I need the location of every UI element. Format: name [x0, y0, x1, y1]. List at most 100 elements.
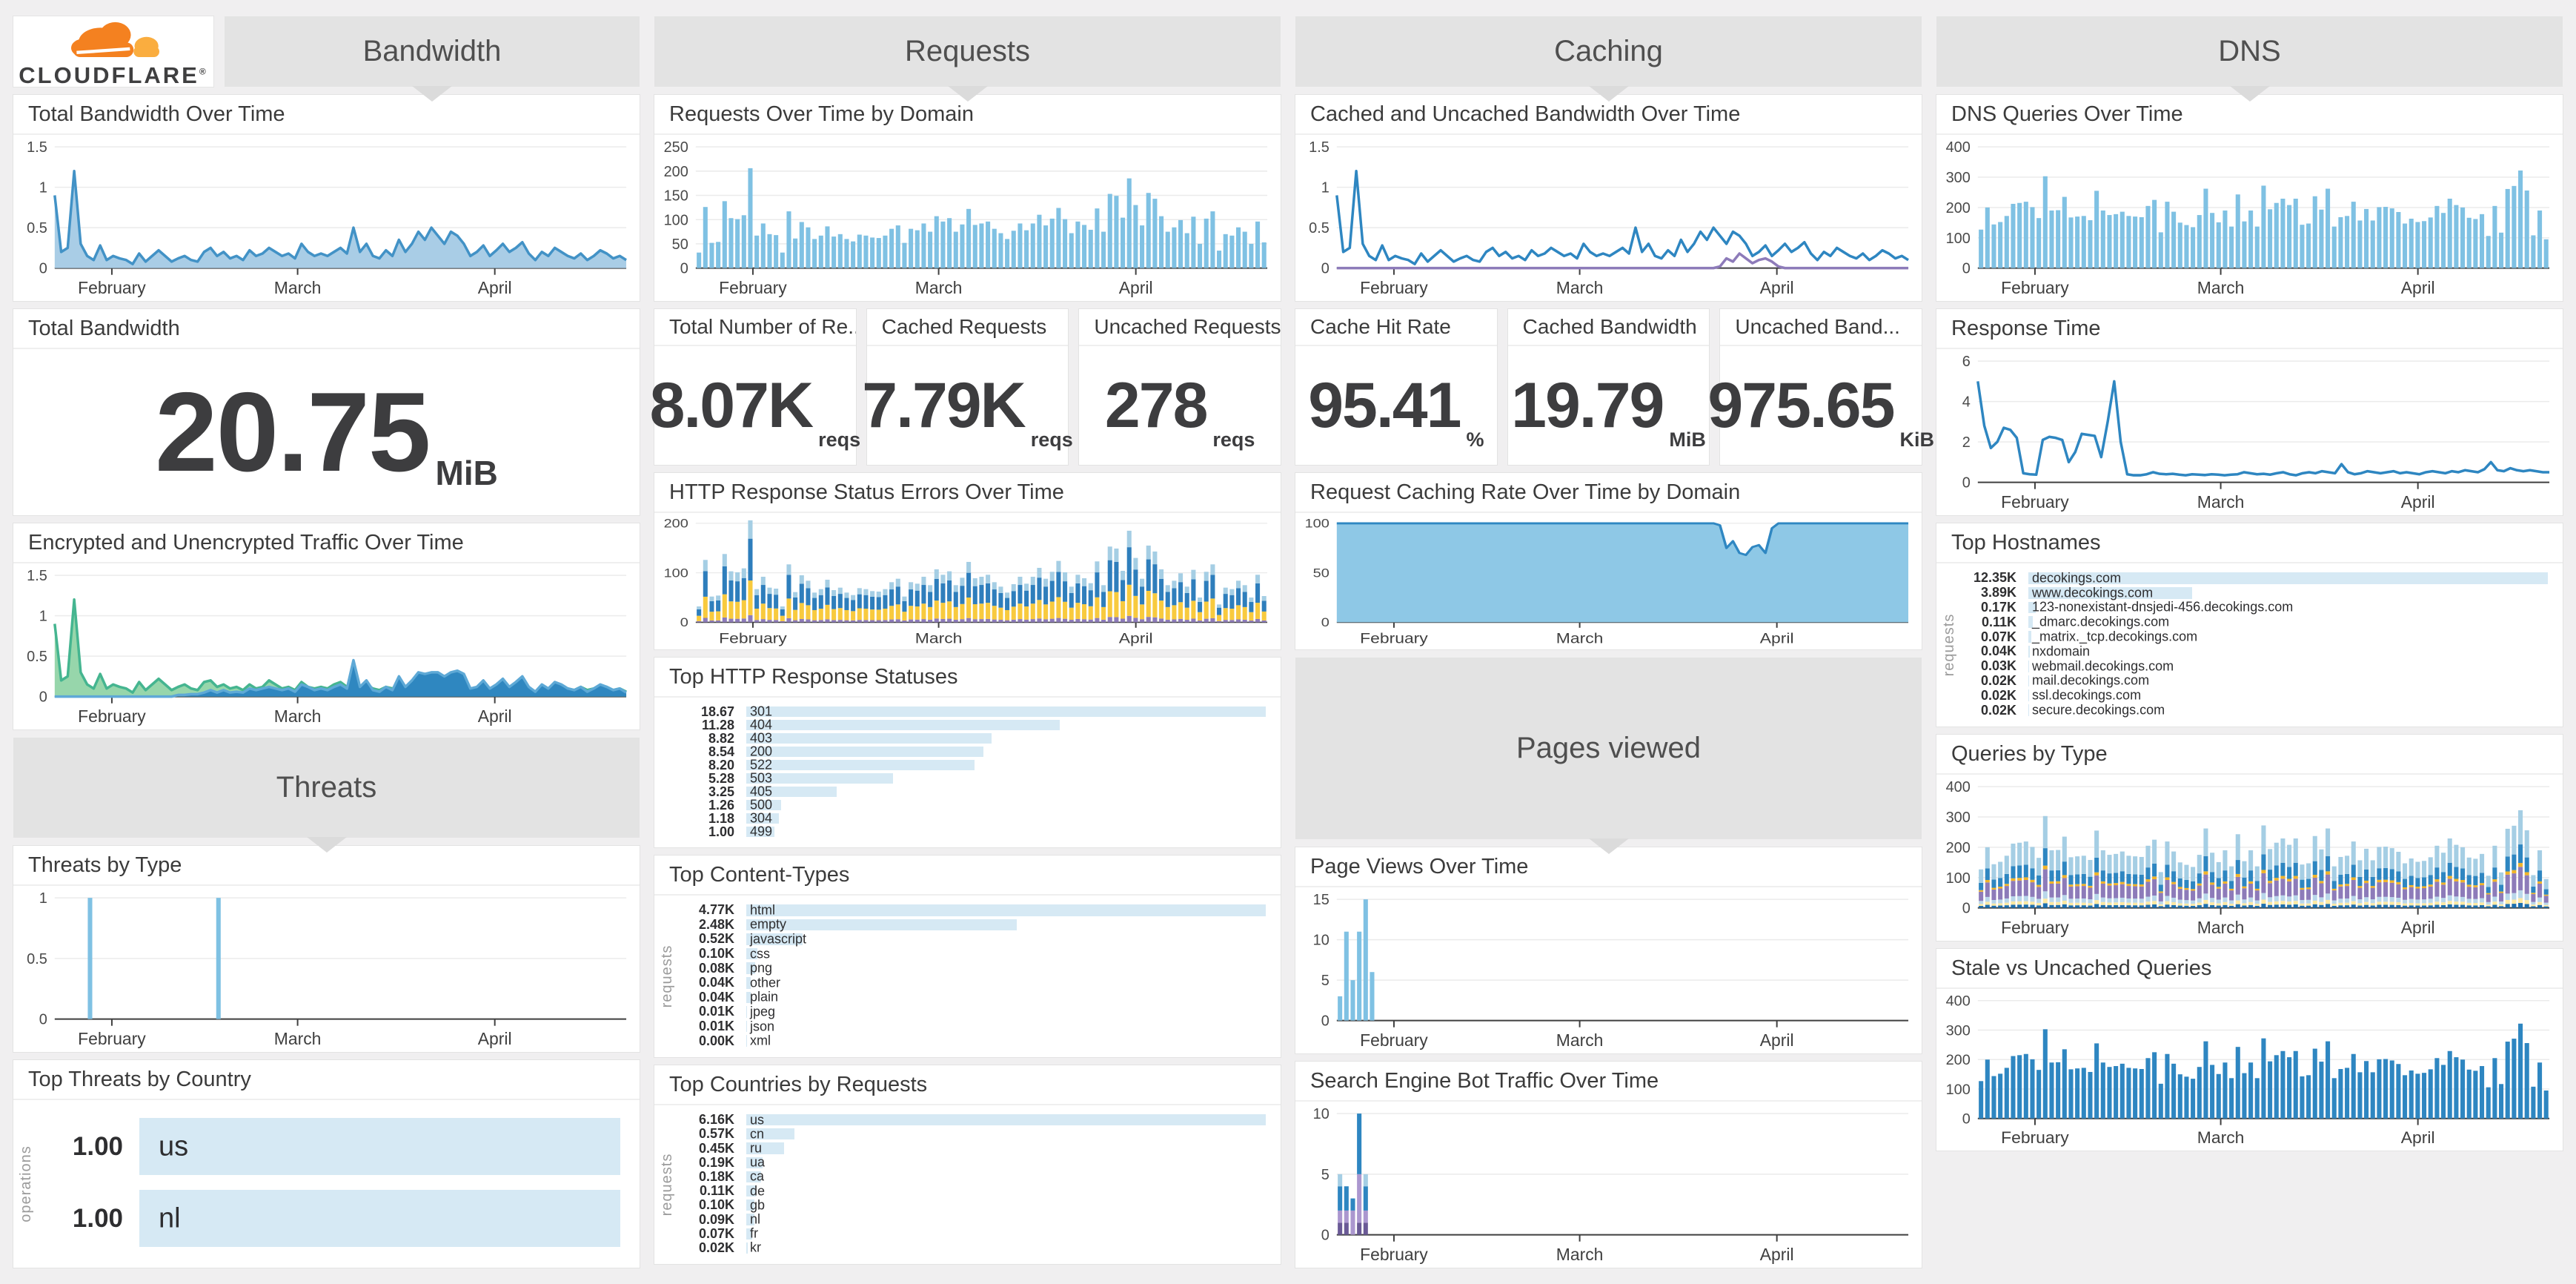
list-bar[interactable] — [2028, 572, 2548, 584]
list-item[interactable]: 0.08K png — [681, 961, 1266, 976]
list-bar[interactable] — [2028, 689, 2030, 702]
list-item[interactable]: 0.11K _dmarc.decokings.com — [1963, 615, 2548, 629]
list-bar[interactable] — [2028, 675, 2030, 687]
list-item[interactable]: 0.02K kr — [681, 1240, 1266, 1255]
list-bar[interactable] — [746, 933, 803, 945]
total-bandwidth-area-chart[interactable]: 0 0.5 1 1.5 February March April — [16, 138, 637, 300]
list-bar[interactable] — [746, 1171, 762, 1183]
list-bar[interactable] — [139, 1118, 620, 1175]
list-item[interactable]: 0.00K xml — [681, 1033, 1266, 1048]
list-bar[interactable] — [746, 947, 757, 960]
requests-bar-chart[interactable]: 0 50 100 150 200 250 February March April — [657, 138, 1278, 300]
list-item[interactable]: 0.10K css — [681, 946, 1266, 961]
stale-uncached-bar-chart[interactable]: 0 100 200 300 400 February March April — [1939, 992, 2560, 1149]
search-bot-stacked-chart[interactable]: 0 5 10 February March April — [1298, 1105, 1919, 1266]
list-item[interactable]: 18.67 301 — [681, 704, 1266, 719]
cached-uncached-line-chart[interactable]: 0 0.5 1 1.5 February March April — [1298, 138, 1919, 300]
list-item[interactable]: 0.04K other — [681, 975, 1266, 990]
list-item[interactable]: 0.11K de — [681, 1183, 1266, 1198]
list-item[interactable]: 1.00 499 — [681, 824, 1266, 839]
page-views-bar-chart[interactable]: 0 5 10 15 February March April — [1298, 890, 1919, 1052]
list-bar[interactable] — [746, 800, 781, 810]
list-item[interactable]: 1.18 304 — [681, 811, 1266, 826]
list-item[interactable]: 0.09K nl — [681, 1212, 1266, 1227]
list-item[interactable]: 0.17K 123-nonexistant-dnsjedi-456.decokin… — [1963, 600, 2548, 615]
list-item[interactable]: 3.25 405 — [681, 784, 1266, 799]
response-time-line-chart[interactable]: 0 2 4 6 February March April — [1939, 352, 2560, 514]
threats-by-type-bar-chart[interactable]: 0 0.5 1 February March April — [16, 889, 637, 1050]
list-item[interactable]: 0.52K javascript — [681, 931, 1266, 946]
list-bar[interactable] — [2028, 616, 2034, 629]
list-bar[interactable] — [746, 1006, 748, 1018]
list-item[interactable]: 0.19K ua — [681, 1155, 1266, 1170]
list-bar[interactable] — [746, 773, 894, 784]
dns-queries-bar-chart[interactable]: 0 100 200 300 400 February March April — [1939, 138, 2560, 300]
list-item[interactable]: 0.04K nxdomain — [1963, 643, 2548, 658]
list-item[interactable]: 8.20 522 — [681, 758, 1266, 772]
list-bar[interactable] — [746, 1156, 763, 1168]
list-bar[interactable] — [746, 919, 1017, 931]
list-item[interactable]: 2.48K empty — [681, 917, 1266, 932]
list-item[interactable]: 11.28 404 — [681, 718, 1266, 732]
list-bar[interactable] — [746, 1114, 1266, 1126]
list-bar[interactable] — [746, 813, 780, 824]
list-bar[interactable] — [746, 733, 992, 744]
list-item[interactable]: 0.18K ca — [681, 1169, 1266, 1184]
list-item[interactable]: 1.00 nl — [43, 1189, 620, 1248]
list-bar[interactable] — [746, 827, 774, 837]
list-bar[interactable] — [2028, 645, 2031, 658]
list-item[interactable]: 1.00 us — [43, 1117, 620, 1176]
list-bar[interactable] — [746, 1128, 795, 1140]
list-bar[interactable] — [746, 706, 1266, 717]
list-item[interactable]: 0.01K json — [681, 1019, 1266, 1034]
list-bar[interactable] — [2028, 660, 2030, 672]
list-item[interactable]: 5.28 503 — [681, 771, 1266, 786]
list-bar[interactable] — [746, 1020, 748, 1033]
list-item[interactable]: 0.01K jpeg — [681, 1004, 1266, 1019]
list-item[interactable]: 0.02K secure.decokings.com — [1963, 703, 2548, 718]
list-item[interactable]: 6.16K us — [681, 1112, 1266, 1127]
list-item[interactable]: 0.07K _matrix._tcp.decokings.com — [1963, 629, 2548, 644]
list-bar[interactable] — [2028, 586, 2192, 599]
list-item[interactable]: 0.45K ru — [681, 1141, 1266, 1156]
list-bar[interactable] — [746, 747, 984, 757]
svg-text:March: March — [1556, 631, 1604, 646]
encrypted-traffic-area-chart[interactable]: 0 0.5 1 1.5 February March April — [16, 566, 637, 728]
http-errors-stacked-chart[interactable]: 0 100 200 February March April — [657, 516, 1278, 648]
queries-by-type-stacked-chart[interactable]: 0 100 200 300 400 February March April — [1939, 778, 2560, 939]
list-item[interactable]: 0.57K cn — [681, 1126, 1266, 1141]
list-item[interactable]: 3.89K www.decokings.com — [1963, 585, 2548, 600]
list-bar[interactable] — [746, 1199, 755, 1211]
list-item[interactable]: 0.04K plain — [681, 990, 1266, 1005]
list-bar[interactable] — [746, 720, 1060, 730]
list-bar[interactable] — [746, 1242, 748, 1254]
list-item[interactable]: 0.02K mail.decokings.com — [1963, 673, 2548, 688]
list-item[interactable]: 0.02K ssl.decokings.com — [1963, 688, 2548, 703]
list-bar[interactable] — [746, 760, 975, 770]
list-bar[interactable] — [746, 904, 1266, 916]
list-item[interactable]: 1.26 500 — [681, 798, 1266, 813]
list-bar[interactable] — [2028, 631, 2032, 643]
caching-stats-row: Cache Hit Rate 95.41% Cached Bandwidth 1… — [1295, 309, 1934, 465]
list-bar[interactable] — [746, 1035, 747, 1047]
list-bar[interactable] — [2028, 704, 2030, 716]
list-item[interactable]: 0.07K fr — [681, 1226, 1266, 1241]
list-bar[interactable] — [746, 1142, 785, 1154]
list-bar[interactable] — [746, 1214, 754, 1225]
caching-rate-area-chart[interactable]: 0 50 100 February March April — [1298, 516, 1919, 648]
list-item[interactable]: 8.82 403 — [681, 731, 1266, 746]
list-value: 0.01K — [698, 1019, 734, 1034]
list-bar[interactable] — [139, 1190, 620, 1247]
list-item[interactable]: 4.77K html — [681, 902, 1266, 917]
list-item[interactable]: 0.10K gb — [681, 1197, 1266, 1212]
list-bar[interactable] — [2028, 601, 2036, 614]
list-bar[interactable] — [746, 1228, 752, 1240]
list-bar[interactable] — [746, 976, 751, 989]
list-item[interactable]: 12.35K decokings.com — [1963, 570, 2548, 585]
list-bar[interactable] — [746, 787, 837, 797]
list-item[interactable]: 8.54 200 — [681, 744, 1266, 759]
list-bar[interactable] — [746, 962, 755, 974]
list-bar[interactable] — [746, 1185, 756, 1197]
list-bar[interactable] — [746, 991, 751, 1004]
list-item[interactable]: 0.03K webmail.decokings.com — [1963, 658, 2548, 673]
